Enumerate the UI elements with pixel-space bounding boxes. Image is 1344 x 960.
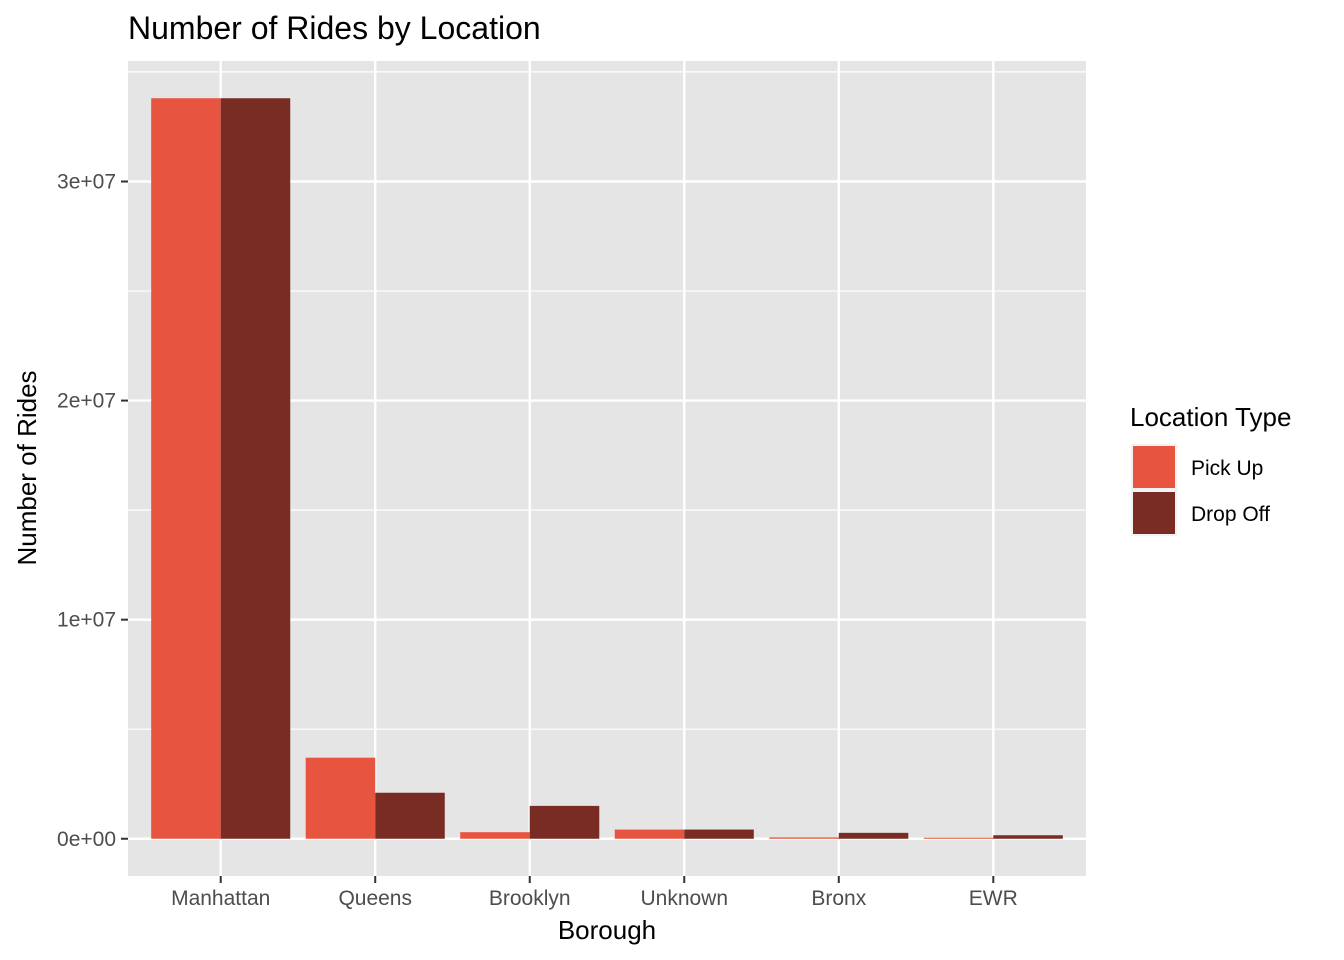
x-tick-label: Manhattan [171, 887, 270, 910]
x-axis: Manhattan Queens Brooklyn Unknown Bronx EWR [171, 876, 1018, 910]
legend-label-drop-off: Drop Off [1191, 503, 1270, 526]
bar-pick-up-brooklyn [460, 832, 530, 839]
bar-pick-up-unknown [614, 829, 685, 839]
legend-label-pick-up: Pick Up [1191, 457, 1263, 480]
bar-drop-off-brooklyn [529, 805, 600, 839]
y-axis: 0e+00 1e+07 2e+07 3e+07 [57, 170, 128, 851]
bar-drop-off-unknown [684, 829, 754, 839]
bar-drop-off-queens [375, 792, 445, 839]
bar-drop-off-bronx [838, 832, 909, 839]
legend-swatch-drop-off [1133, 492, 1175, 534]
chart-title: Number of Rides by Location [128, 10, 541, 46]
x-tick-label: Bronx [811, 887, 866, 910]
bar-drop-off-ewr [993, 835, 1063, 839]
x-tick-label: Brooklyn [489, 887, 571, 910]
legend-swatch-pick-up [1133, 446, 1175, 488]
x-axis-title: Borough [558, 915, 656, 945]
bar-pick-up-ewr [923, 837, 994, 839]
legend: Location Type Pick Up Drop Off [1130, 402, 1291, 536]
bar-pick-up-queens [305, 757, 376, 839]
bar-pick-up-bronx [769, 837, 839, 839]
bar-drop-off-manhattan [220, 98, 291, 839]
bars [151, 98, 1063, 839]
legend-title: Location Type [1130, 402, 1291, 432]
bar-pick-up-manhattan [151, 98, 221, 839]
x-tick-label: EWR [969, 887, 1018, 910]
x-tick-label: Unknown [640, 887, 728, 910]
x-tick-label: Queens [338, 887, 412, 910]
y-axis-title: Number of Rides [12, 370, 42, 565]
y-tick-label: 3e+07 [57, 170, 116, 193]
y-tick-label: 0e+00 [57, 828, 116, 851]
y-tick-label: 2e+07 [57, 390, 116, 413]
y-tick-label: 1e+07 [57, 609, 116, 632]
